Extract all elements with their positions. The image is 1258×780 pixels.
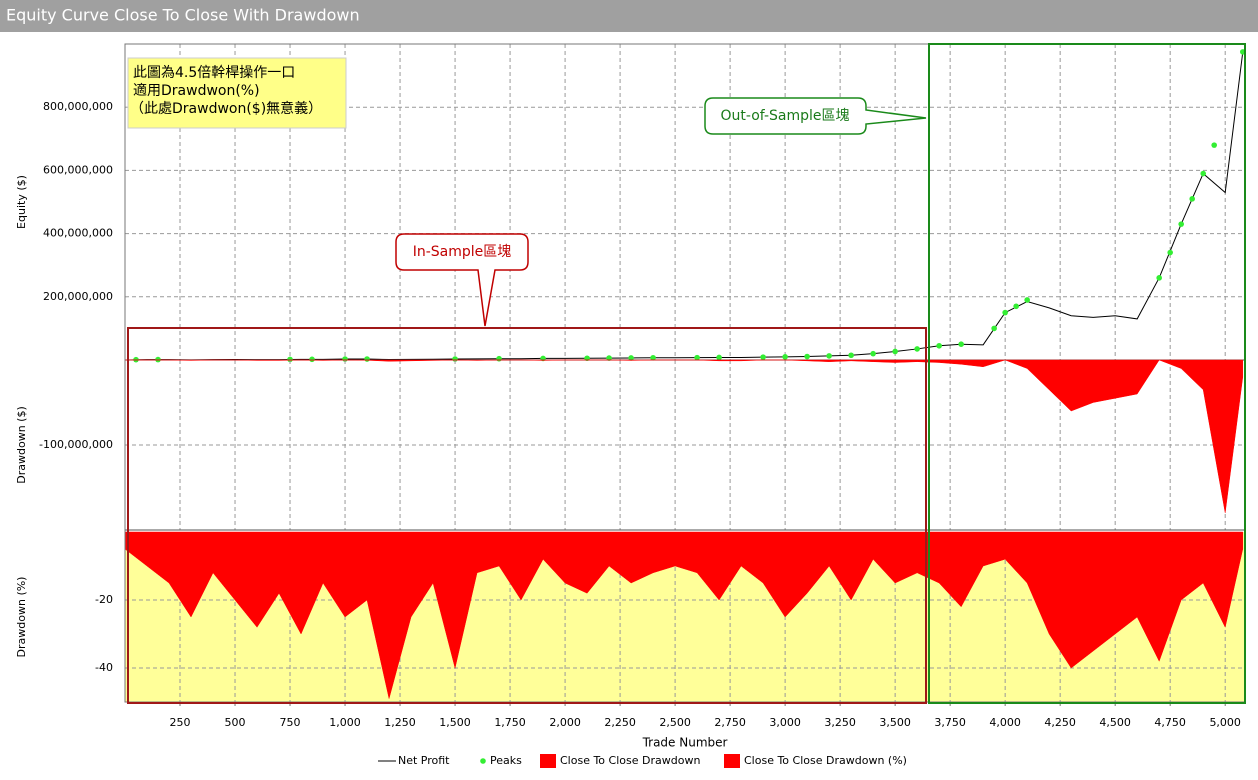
note-text: 適用Drawdwon(%) <box>133 82 260 99</box>
x-axis-label: Trade Number <box>642 736 728 750</box>
x-tick-label: 4,750 <box>1154 716 1186 729</box>
peak-point <box>991 325 997 332</box>
chart-title: Equity Curve Close To Close With Drawdow… <box>6 6 360 25</box>
x-tick-label: 750 <box>280 716 301 729</box>
y-axis-label: Drawdown ($) <box>15 406 28 484</box>
legend-label: Close To Close Drawdown <box>560 754 700 767</box>
legend-label: Close To Close Drawdown (%) <box>744 754 907 767</box>
legend-swatch <box>480 758 486 764</box>
peak-point <box>716 354 722 361</box>
peak-point <box>309 356 315 363</box>
y-tick-label: -100,000,000 <box>39 438 113 451</box>
peak-point <box>958 341 964 348</box>
x-tick-label: 2,750 <box>714 716 746 729</box>
callout-text: Out-of-Sample區塊 <box>721 108 850 124</box>
y-tick-label: 200,000,000 <box>43 290 113 303</box>
peak-point <box>364 356 370 362</box>
y-tick-label: 600,000,000 <box>43 163 113 176</box>
peak-point <box>628 355 634 361</box>
peak-point <box>804 353 810 360</box>
callout-text: In-Sample區塊 <box>413 244 512 260</box>
in-sample-callout <box>395 233 529 327</box>
peak-point <box>287 356 293 363</box>
legend-label: Net Profit <box>398 754 450 767</box>
x-tick-label: 250 <box>170 716 191 729</box>
x-tick-label: 4,500 <box>1099 716 1131 729</box>
x-tick-label: 3,000 <box>769 716 801 729</box>
peak-point <box>1013 303 1019 310</box>
peak-point <box>914 346 920 352</box>
plot-area: 200,000,000 400,000,000 600,000,000 800,000… <box>15 43 1246 768</box>
x-tick-label: 1,250 <box>384 716 416 729</box>
x-tick-label: 2,000 <box>549 716 581 729</box>
note-text: 此圖為4.5倍幹桿操作一口 <box>133 64 295 81</box>
peak-point <box>650 354 656 361</box>
peak-point <box>870 350 876 357</box>
x-tick-label: 1,500 <box>439 716 471 729</box>
x-tick-label: 5,000 <box>1209 716 1241 729</box>
peak-point <box>936 342 942 349</box>
y-axis-label: Equity ($) <box>15 175 28 229</box>
peak-point <box>694 354 700 361</box>
drawdown-area <box>124 531 1244 699</box>
x-tick-label: 2,500 <box>659 716 691 729</box>
x-tick-label: 1,000 <box>329 716 361 729</box>
y-tick-label: 400,000,000 <box>43 227 113 240</box>
annotations: 此圖為4.5倍幹桿操作一口 適用Drawdwon(%) （此處Drawdwon(… <box>127 43 1246 704</box>
peak-point <box>826 353 832 359</box>
out-of-sample-region <box>928 43 1246 704</box>
x-tick-label: 3,500 <box>879 716 911 729</box>
peak-point <box>496 355 502 362</box>
x-tick-label: 3,250 <box>824 716 856 729</box>
note-box <box>127 57 347 129</box>
y-tick-label: 800,000,000 <box>43 100 113 113</box>
peak-point <box>1024 297 1030 303</box>
peak-point <box>892 348 898 355</box>
x-tick-label: 3,750 <box>934 716 966 729</box>
out-of-sample-callout <box>704 97 927 135</box>
y-axis-label: Drawdown (%) <box>15 577 28 658</box>
peak-point <box>1178 221 1184 227</box>
x-tick-label: 4,000 <box>989 716 1021 729</box>
peak-point <box>1002 309 1008 316</box>
note-text: （此處Drawdwon($)無意義） <box>130 100 322 117</box>
peak-point <box>1211 142 1217 148</box>
peak-point <box>848 352 854 359</box>
legend-swatch <box>540 754 556 768</box>
x-tick-label: 4,250 <box>1044 716 1076 729</box>
in-sample-region <box>127 327 927 704</box>
y-tick-label: -20 <box>95 593 113 606</box>
legend-swatch <box>724 754 740 768</box>
title-bar <box>0 0 1258 32</box>
x-tick-label: 500 <box>225 716 246 729</box>
drawdown-area <box>125 359 1244 514</box>
y-tick-label: -40 <box>95 661 113 674</box>
peak-point <box>1156 275 1162 281</box>
peak-point <box>1200 170 1206 177</box>
peak-point <box>782 354 788 360</box>
peak-point <box>760 354 766 360</box>
legend-label: Peaks <box>490 754 522 767</box>
peak-point <box>1167 249 1173 256</box>
x-tick-label: 1,750 <box>494 716 526 729</box>
peak-point <box>1189 196 1195 202</box>
x-tick-label: 2,250 <box>604 716 636 729</box>
